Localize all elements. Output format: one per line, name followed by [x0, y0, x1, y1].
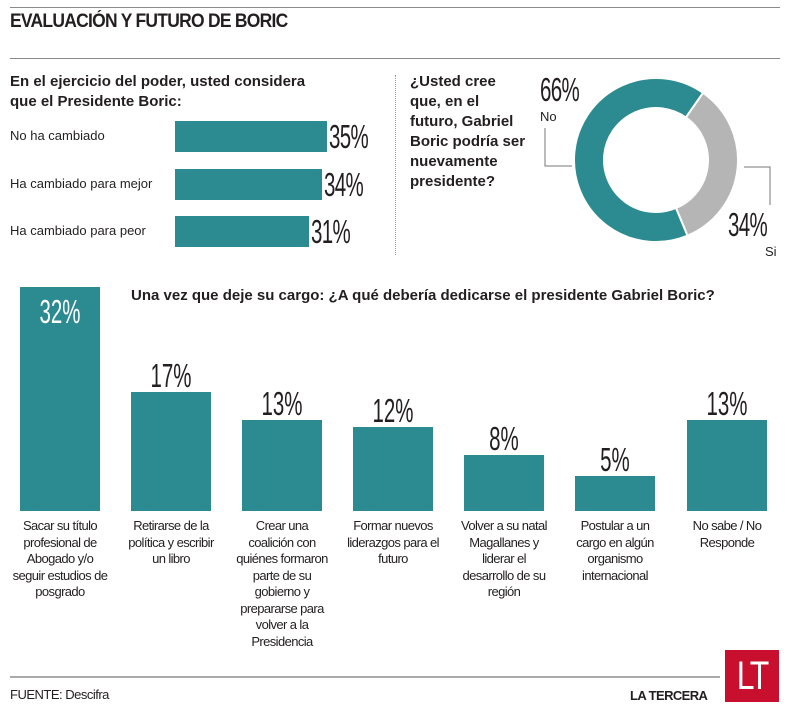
donut-slice-si — [674, 91, 739, 238]
vbar — [20, 287, 100, 511]
vbar-value: 17% — [131, 359, 211, 392]
brand-logo: LT — [725, 650, 779, 702]
donut-value-si: 34% — [728, 206, 768, 243]
hbar-value: 31% — [311, 213, 351, 250]
vbar-value-text: 13% — [706, 385, 748, 422]
vbar-value-text: 5% — [600, 441, 630, 478]
vbar-value-text: 13% — [261, 385, 303, 422]
vbar-value: 5% — [575, 443, 655, 476]
donut-label-si: Si — [765, 244, 777, 259]
vbar-value: 13% — [242, 387, 322, 420]
vbar-category-label: Formar nuevos liderazgos para el futuro — [347, 518, 439, 566]
hbar — [175, 216, 310, 247]
leader-line-no — [544, 128, 572, 167]
vbar — [575, 476, 655, 511]
footer-rule — [10, 676, 720, 678]
donut-value-no: 66% — [540, 71, 580, 108]
vbar — [242, 420, 322, 511]
divider — [395, 75, 396, 255]
page-title: EVALUACIÓN Y FUTURO DE BORIC — [10, 11, 288, 32]
vbar — [131, 392, 211, 511]
hbar — [175, 121, 327, 152]
hbar-chart-title: En el ejercicio del poder, usted conside… — [10, 73, 306, 110]
hbar-label: Ha cambiado para mejor — [10, 176, 153, 191]
vbar-value-text: 32% — [39, 293, 81, 330]
vbar-category-label: Postular a un cargo en algún organismo i… — [576, 518, 654, 583]
top-rule — [10, 7, 780, 8]
donut-slice-no — [573, 77, 705, 243]
vbar — [464, 455, 544, 511]
vbar-category-label: Crear una coalición con quiénes formaron… — [236, 518, 328, 649]
vbar-category-label: No sabe / No Responde — [692, 518, 762, 550]
donut-chart — [544, 77, 771, 243]
vbar-value-text: 12% — [372, 392, 414, 429]
hbar-label: No ha cambiado — [10, 128, 105, 143]
leader-line-si — [744, 166, 771, 205]
vbar-category-label: Volver a su natal Magallanes y liderar e… — [461, 518, 548, 599]
vbar-value-text: 17% — [150, 357, 192, 394]
source-text: FUENTE: Descifra — [10, 687, 109, 702]
vbar — [687, 420, 767, 511]
logo-text: LT — [736, 654, 770, 698]
vbar-value: 32% — [20, 295, 100, 328]
donut-label-no: No — [540, 109, 557, 124]
hbar — [175, 169, 323, 200]
vbar-chart-title: Una vez que deje su cargo: ¿A qué deberí… — [131, 287, 715, 304]
vbar-value-text: 8% — [489, 420, 519, 457]
donut-chart-title: ¿Usted cree que, en el futuro, Gabriel B… — [410, 73, 526, 190]
vbar-category-label: Retirarse de la política y escribir un l… — [128, 518, 214, 566]
hbar-value: 35% — [328, 118, 369, 155]
vbar-category-label: Sacar su título profesional de Abogado y… — [12, 518, 108, 599]
hbar-value: 34% — [324, 166, 364, 203]
vbar-value: 8% — [464, 422, 544, 455]
vbar — [353, 427, 433, 511]
hbar-label: Ha cambiado para peor — [10, 223, 146, 238]
vbar-value: 13% — [687, 387, 767, 420]
vbar-value: 12% — [353, 394, 433, 427]
brand-name: LA TERCERA — [630, 688, 708, 703]
title-rule — [10, 58, 780, 59]
